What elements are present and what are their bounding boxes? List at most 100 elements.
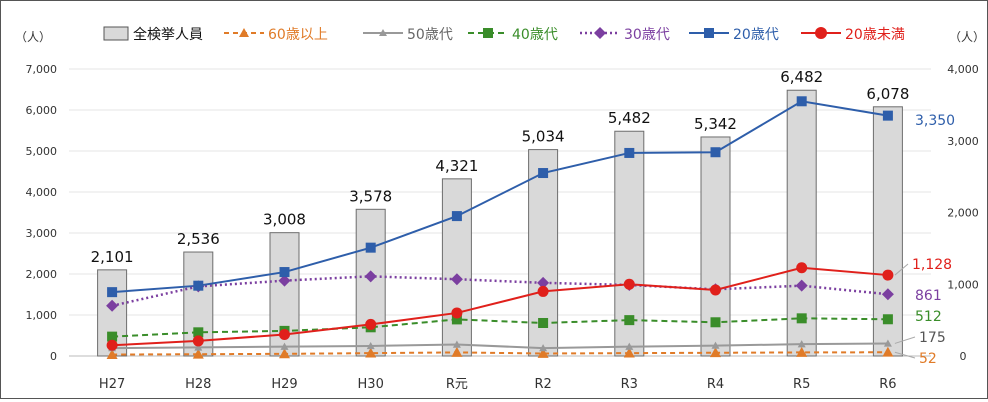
- series-line-s50: [112, 342, 888, 350]
- left-tick-label: 1,000: [26, 309, 58, 322]
- bar-value-label: 5,342: [694, 115, 737, 133]
- bar-value-label: 6,078: [866, 85, 909, 103]
- bar-value-label: 2,536: [177, 230, 220, 248]
- x-tick-label: H28: [185, 377, 211, 392]
- marker-su20: [710, 284, 721, 296]
- marker-s50: [280, 342, 289, 350]
- age-group-markers: [106, 96, 894, 359]
- legend-label-total: 全検挙人員: [133, 26, 203, 43]
- marker-su20: [796, 262, 808, 274]
- marker-s60: [451, 346, 463, 357]
- x-tick-label: R4: [707, 377, 724, 392]
- bar-total-R元: [441, 178, 472, 357]
- marker-s40: [107, 331, 118, 342]
- left-tick-label: 4,000: [26, 186, 58, 199]
- marker-s50: [539, 344, 548, 352]
- bar-value-label: 3,008: [263, 211, 306, 229]
- legend-label-60plus: 60歳以上: [268, 27, 328, 43]
- x-tick-label: R3: [621, 377, 638, 392]
- marker-s50: [452, 340, 461, 348]
- right-tick-label: 3,000: [947, 135, 979, 148]
- left-tick-label: 6,000: [26, 104, 58, 117]
- leader-line-s50: [894, 336, 916, 344]
- marker-s50: [194, 343, 203, 351]
- marker-s60: [365, 347, 377, 358]
- legend: 全検挙人員 60歳以上 50歳代 40歳代 30歳代 20歳代 20歳未満: [103, 26, 905, 43]
- marker-s40: [538, 317, 549, 328]
- legend-swatch-total: [103, 26, 129, 41]
- bar-total-R5: [786, 89, 817, 357]
- left-tick-label: 3,000: [26, 227, 58, 240]
- marker-s40: [710, 317, 721, 328]
- right-axis-ticks: 0 1,000 2,000 3,000 4,000: [947, 63, 979, 363]
- marker-s60: [796, 346, 808, 357]
- left-tick-label: 0: [50, 350, 57, 363]
- left-tick-label: 2,000: [26, 268, 58, 281]
- marker-s20: [710, 147, 721, 158]
- x-axis-ticks: H27 H28 H29 H30 R元 R2 R3 R4 R5 R6: [99, 377, 897, 392]
- total-arrests-bars: [97, 89, 903, 357]
- right-tick-label: 4,000: [947, 63, 979, 76]
- legend-marker-60plus: [239, 28, 249, 37]
- marker-su20: [279, 328, 290, 340]
- marker-s40: [451, 314, 462, 325]
- end-label-su20: 1,128: [912, 257, 952, 273]
- legend-label-under20: 20歳未満: [845, 27, 905, 43]
- marker-s60: [623, 347, 635, 358]
- legend-label-50s: 50歳代: [407, 27, 453, 43]
- series-line-s60: [112, 351, 888, 356]
- marker-s60: [279, 348, 290, 359]
- series-line-s30: [111, 275, 889, 307]
- age-group-lines: [111, 100, 889, 356]
- marker-s20: [451, 211, 462, 222]
- right-tick-label: 1,000: [947, 278, 979, 291]
- marker-s30: [537, 276, 550, 289]
- end-label-s60: 52: [919, 351, 937, 367]
- marker-s20: [796, 96, 807, 107]
- legend-marker-40s: [483, 28, 493, 38]
- marker-s60: [106, 349, 118, 359]
- marker-s20: [624, 147, 635, 158]
- series-line-s40: [112, 317, 888, 338]
- marker-s60: [192, 348, 204, 359]
- marker-s50: [797, 340, 806, 348]
- right-tick-label: 2,000: [947, 207, 979, 220]
- bar-value-label: 5,482: [608, 109, 651, 127]
- marker-s30: [106, 299, 119, 312]
- right-tick-label: 0: [960, 350, 967, 363]
- marker-s20: [365, 242, 376, 253]
- marker-s40: [882, 314, 893, 325]
- marker-s50: [883, 339, 892, 347]
- marker-s30: [450, 273, 463, 286]
- marker-su20: [192, 335, 204, 347]
- total-arrests-labels: 2,101 2,536 3,008 3,578 4,321 5,034 5,482 5,342…: [91, 68, 910, 266]
- marker-s20: [538, 168, 549, 179]
- x-tick-label: R5: [793, 377, 810, 392]
- marker-s50: [711, 341, 720, 349]
- bar-value-label: 3,578: [349, 187, 392, 205]
- bar-value-label: 4,321: [435, 157, 478, 175]
- marker-s30: [795, 279, 808, 292]
- marker-s50: [366, 341, 375, 350]
- end-label-s30: 861: [915, 288, 942, 304]
- legend-marker-30s: [594, 27, 606, 39]
- marker-s40: [796, 313, 807, 324]
- marker-su20: [451, 307, 463, 319]
- marker-s60: [710, 347, 721, 358]
- x-tick-label: R6: [879, 377, 896, 392]
- marker-s20: [193, 280, 204, 291]
- end-label-s50: 175: [919, 330, 946, 346]
- bar-total-H30: [355, 208, 386, 357]
- leader-line-su20: [894, 263, 909, 276]
- marker-s20: [279, 267, 290, 278]
- marker-su20: [106, 339, 118, 351]
- marker-s20: [882, 110, 893, 121]
- legend-marker-under20: [815, 27, 827, 39]
- legend-marker-50s: [379, 29, 387, 36]
- series-line-su20: [112, 266, 888, 347]
- x-tick-label: R2: [534, 377, 551, 392]
- left-axis-ticks: 0 1,000 2,000 3,000 4,000 5,000 6,000 7,000: [26, 63, 58, 363]
- marker-s60: [537, 347, 549, 358]
